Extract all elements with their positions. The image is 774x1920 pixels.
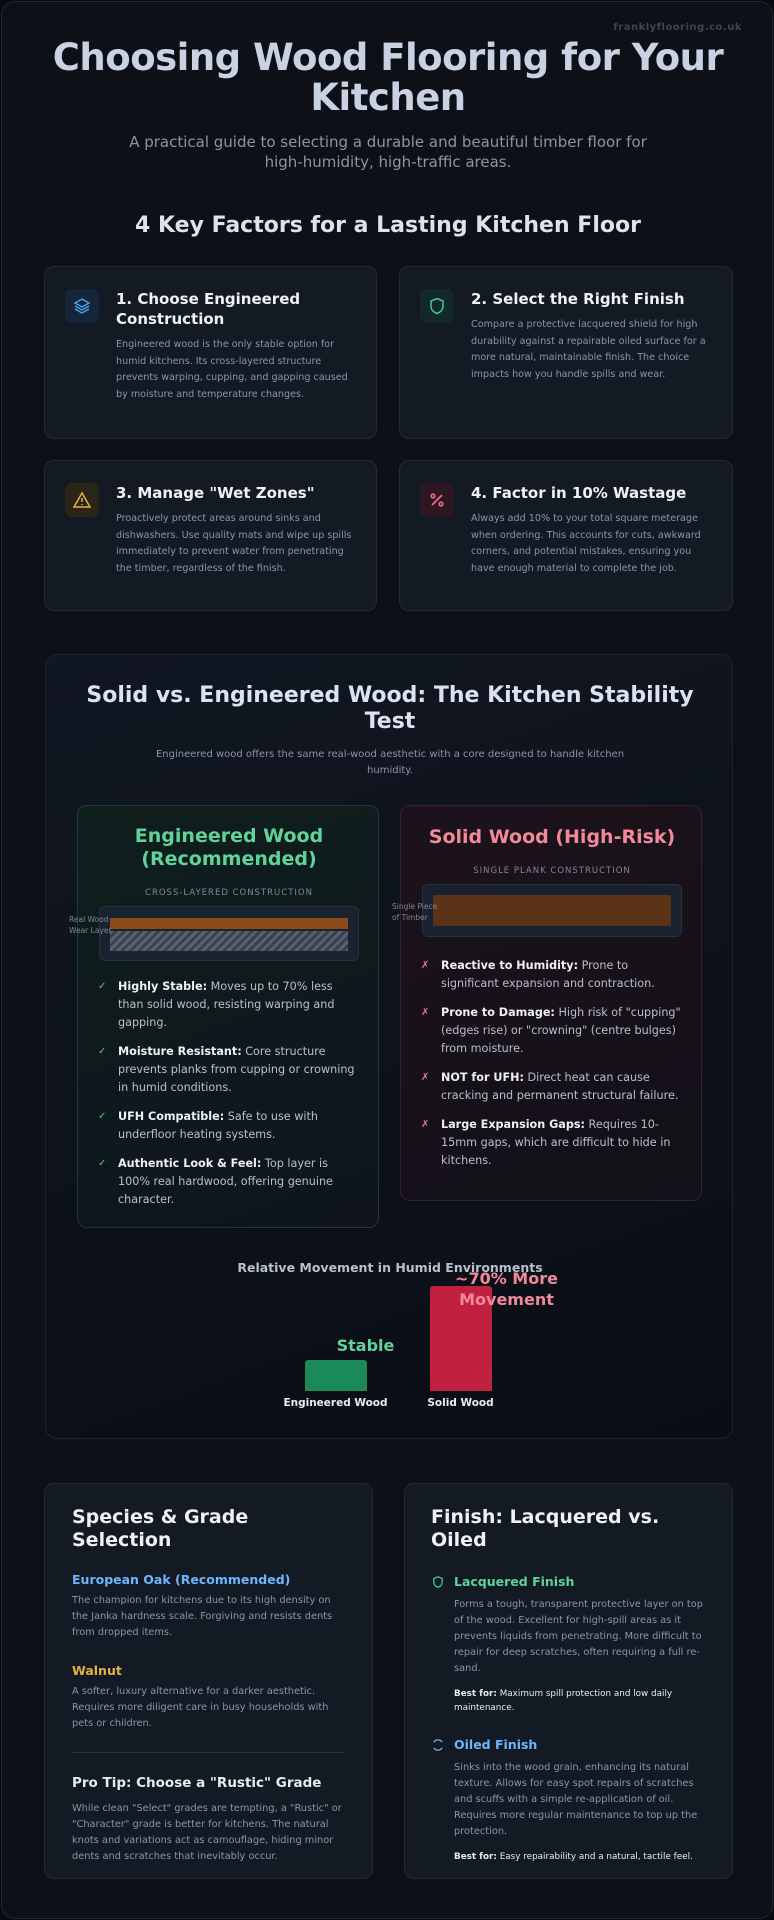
- comparison-title: Solid vs. Engineered Wood: The Kitchen S…: [86, 683, 694, 734]
- factor-card: 4. Factor in 10% Wastage Always add 10% t…: [399, 460, 733, 611]
- diagram-label: CROSS-LAYERED CONSTRUCTION: [145, 888, 313, 898]
- chart-title: Relative Movement in Humid Environments: [237, 1260, 543, 1275]
- engineered-card: Engineered Wood (Recommended) CROSS-LAYE…: [69, 805, 379, 1228]
- item-text: High risk of "cupping" (edges rise) or "…: [441, 1006, 681, 1055]
- core-layer: [110, 931, 348, 951]
- finish-name-text: Lacquered Finish: [454, 1574, 575, 1589]
- item-text: Direct heat can cause cracking and perma…: [441, 1071, 679, 1102]
- item-label: Highly Stable:: [118, 980, 208, 993]
- page-title: Choosing Wood Flooring for Your Kitchen: [52, 36, 724, 119]
- divider: [72, 1752, 345, 1753]
- card-title: Species & Grade Selection: [72, 1506, 249, 1551]
- best-for: Best for: Maximum spill protection and l…: [454, 1687, 706, 1715]
- species-text: The champion for kitchens due to its hig…: [72, 1595, 333, 1638]
- species-name: European Oak (Recommended): [72, 1572, 291, 1587]
- solid-card: Solid Wood (High-Risk) SINGLE PLANK CONS…: [392, 805, 702, 1201]
- icon: [420, 289, 454, 323]
- comparison-panel: Solid vs. Engineered Wood: The Kitchen S…: [45, 654, 733, 1439]
- card-text: Always add 10% to your total square mete…: [471, 513, 701, 574]
- page-subtitle: A practical guide to selecting a durable…: [129, 133, 647, 171]
- site-label: franklyflooring.co.uk: [613, 22, 742, 33]
- bar: [429, 1286, 492, 1391]
- pro-item: ✓ Moisture Resistant: Core structure prev…: [98, 1045, 355, 1094]
- icon: [65, 289, 99, 323]
- item-label: Authentic Look & Feel:: [118, 1157, 262, 1170]
- card-title: 3. Manage "Wet Zones": [116, 484, 315, 502]
- species-text: A softer, luxury alternative for a darke…: [72, 1686, 329, 1729]
- tip-title: Pro Tip: Choose a "Rustic" Grade: [72, 1775, 322, 1791]
- best-label: Best for:: [454, 1852, 497, 1862]
- diagram-label: SINGLE PLANK CONSTRUCTION: [473, 866, 631, 876]
- pro-item: ✓ Highly Stable: Moves up to 70% less tha…: [98, 980, 335, 1029]
- bar: [304, 1359, 367, 1391]
- factor-card: 3. Manage "Wet Zones" Proactively protect…: [44, 460, 377, 611]
- item-text: Prone to significant expansion and contr…: [441, 959, 655, 990]
- finish-card: Finish: Lacquered vs. Oiled Lacquered Fi…: [404, 1483, 733, 1879]
- con-item: ✗ Large Expansion Gaps: Requires 10-15mm …: [421, 1118, 671, 1167]
- section-title: 4 Key Factors for a Lasting Kitchen Floo…: [135, 213, 641, 238]
- con-item: ✗ Reactive to Humidity: Prone to signific…: [421, 959, 655, 990]
- layer-label: Single Piece of Timber: [392, 902, 438, 922]
- x-tick-label: Engineered Wood: [283, 1397, 388, 1409]
- item-label: Moisture Resistant:: [118, 1045, 242, 1058]
- card-title: 4. Factor in 10% Wastage: [471, 484, 687, 502]
- best-for: Best for: Easy repairability and a natur…: [454, 1850, 706, 1864]
- best-label: Best for:: [454, 1689, 497, 1699]
- icon: [65, 483, 99, 517]
- finish-name: Oiled Finish: [431, 1737, 706, 1752]
- item-text: Core structure prevents planks from cupp…: [118, 1045, 355, 1094]
- finish-name-text: Oiled Finish: [454, 1737, 538, 1752]
- item-text: Requires 10-15mm gaps, which are difficu…: [441, 1118, 671, 1167]
- pro-item: ✓ Authentic Look & Feel: Top layer is 100…: [98, 1157, 333, 1206]
- pro-item: ✓ UFH Compatible: Safe to use with underf…: [98, 1110, 318, 1141]
- card-text: Engineered wood is the only stable optio…: [116, 339, 348, 400]
- best-text: Maximum spill protection and low daily m…: [454, 1689, 673, 1713]
- layer-label: Real Wood Wear Layer: [69, 915, 112, 935]
- drop-icon: [433, 1738, 443, 1751]
- card-title: Engineered Wood (Recommended): [134, 825, 324, 870]
- finish-text: Sinks into the wood grain, enhancing its…: [454, 1762, 698, 1837]
- species-name: Walnut: [72, 1663, 122, 1678]
- item-label: NOT for UFH:: [441, 1071, 524, 1084]
- plank-diagram: [422, 884, 682, 937]
- card-title: 2. Select the Right Finish: [471, 290, 685, 308]
- item-text: Safe to use with underfloor heating syst…: [118, 1110, 318, 1141]
- item-label: Large Expansion Gaps:: [441, 1118, 585, 1131]
- finish-name: Lacquered Finish: [431, 1574, 706, 1589]
- x-tick-label: Solid Wood: [427, 1397, 494, 1409]
- comparison-subtitle: Engineered wood offers the same real-woo…: [155, 749, 625, 776]
- plank: [433, 895, 671, 926]
- pro-list: ✓ Highly Stable: Moves up to 70% less tha…: [98, 978, 360, 1220]
- annotation: ~70% More Movement: [455, 1269, 558, 1309]
- con-list: ✗ Reactive to Humidity: Prone to signific…: [421, 957, 683, 1181]
- finish-text: Forms a tough, transparent protective la…: [454, 1599, 703, 1674]
- tip-text: While clean "Select" grades are tempting…: [72, 1803, 342, 1862]
- factor-card: 2. Select the Right Finish Compare a prot…: [399, 266, 733, 439]
- shield-icon: [433, 1575, 443, 1588]
- movement-chart: Relative Movement in Humid Environments …: [46, 1255, 734, 1425]
- card-title: Solid Wood (High-Risk): [428, 826, 676, 848]
- card-title: Finish: Lacquered vs. Oiled: [431, 1506, 660, 1551]
- item-label: UFH Compatible:: [118, 1110, 225, 1123]
- icon: [420, 483, 454, 517]
- card-title: 1. Choose Engineered Construction: [116, 290, 301, 328]
- item-text: Moves up to 70% less than solid wood, re…: [118, 980, 335, 1029]
- item-label: Prone to Damage:: [441, 1006, 555, 1019]
- annotation: Stable: [336, 1335, 395, 1355]
- con-item: ✗ Prone to Damage: High risk of "cupping"…: [421, 1006, 681, 1055]
- layer-diagram: [99, 906, 359, 961]
- card-text: Compare a protective lacquered shield fo…: [471, 319, 706, 380]
- item-text: Top layer is 100% real hardwood, offerin…: [118, 1157, 333, 1206]
- con-item: ✗ NOT for UFH: Direct heat can cause crac…: [421, 1071, 679, 1102]
- wear-layer: [110, 918, 348, 929]
- best-text: Easy repairability and a natural, tactil…: [499, 1852, 693, 1862]
- item-label: Reactive to Humidity:: [441, 959, 579, 972]
- species-card: Species & Grade Selection European Oak (…: [44, 1483, 373, 1879]
- factor-card: 1. Choose Engineered Construction Enginee…: [44, 266, 377, 439]
- card-text: Proactively protect areas around sinks a…: [116, 513, 352, 574]
